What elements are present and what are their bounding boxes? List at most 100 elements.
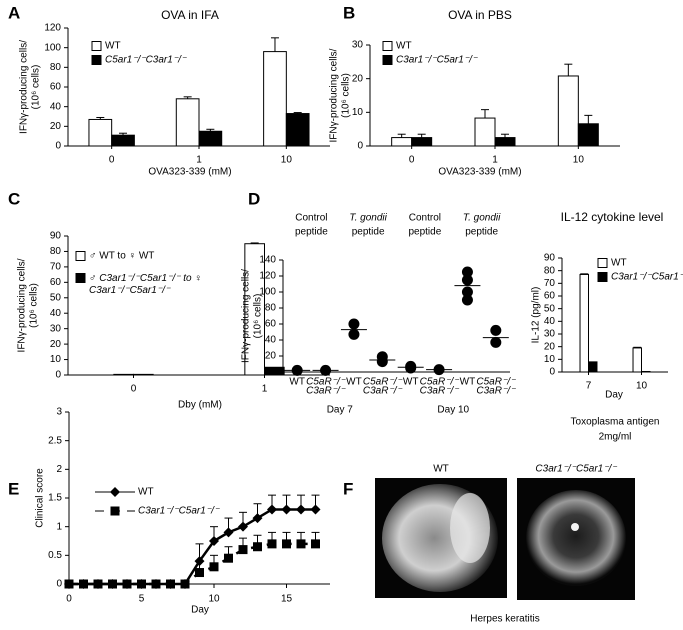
- y-tick-label: 2.5: [48, 435, 62, 446]
- y-tick-label: 20: [352, 73, 364, 84]
- legend-swatch: [382, 55, 393, 65]
- y-tick-label: 90: [544, 253, 556, 264]
- bar: [474, 117, 496, 147]
- marker: [110, 506, 120, 516]
- bar: [88, 118, 113, 147]
- legend-swatch: [597, 272, 608, 282]
- legend-label: WT: [138, 487, 154, 498]
- marker: [224, 553, 233, 563]
- y-tick-label: 0: [549, 367, 555, 378]
- marker: [223, 527, 234, 538]
- y-axis-label: (10⁶ cells): [341, 73, 352, 118]
- y-tick-label: 60: [265, 319, 277, 330]
- y-axis-label: IFNγ-producing cells/: [19, 40, 30, 134]
- panel-letter: A: [8, 3, 20, 22]
- marker: [296, 539, 306, 549]
- marker: [296, 504, 306, 515]
- x-tick-label: WT: [346, 377, 362, 388]
- x-tick-label: C3aR⁻/⁻: [420, 386, 460, 397]
- x-tick-label: WT: [460, 377, 476, 388]
- marker: [166, 579, 175, 589]
- bar: [579, 273, 590, 373]
- image-label: WT: [433, 464, 449, 475]
- group-label: peptide: [465, 227, 498, 238]
- y-tick-label: 1.5: [48, 493, 62, 504]
- marker: [238, 521, 248, 532]
- y-tick-label: 120: [44, 23, 61, 34]
- bar: [632, 347, 643, 373]
- y-tick-label: 20: [544, 341, 556, 352]
- panel-letter: B: [343, 3, 355, 22]
- x-tick-label: 7: [586, 381, 592, 392]
- x-axis-label: Day: [191, 605, 209, 616]
- bar: [285, 113, 310, 147]
- y-tick-label: 40: [265, 335, 277, 346]
- y-tick-label: 80: [50, 62, 62, 73]
- y-axis-label: IFNγ-producing cells/: [241, 269, 252, 363]
- dot: [461, 266, 473, 278]
- y-tick-label: 40: [544, 316, 556, 327]
- y-tick-label: 20: [50, 121, 62, 132]
- y-tick-label: 80: [50, 246, 62, 257]
- x-tick-label: WT: [289, 377, 305, 388]
- marker: [252, 513, 263, 524]
- chart-title: IL-12 cytokine level: [561, 210, 664, 224]
- x-tick-label: WT: [403, 377, 419, 388]
- marker: [122, 579, 132, 589]
- group-label: T. gondii: [463, 213, 501, 224]
- legend-swatch: [75, 251, 86, 261]
- group-label: T. gondii: [349, 213, 387, 224]
- y-tick-label: 0: [56, 579, 62, 590]
- day-label: Day 7: [327, 405, 354, 416]
- y-tick-label: 90: [50, 231, 62, 242]
- dot: [461, 294, 473, 306]
- legend-label: C3ar1⁻/⁻C5ar1⁻/⁻: [611, 272, 683, 283]
- legend-label: ♂ C3ar1⁻/⁻C5ar1⁻/⁻ to ♀ C3ar1⁻/⁻C5ar1⁻/⁻: [89, 273, 205, 296]
- chart-title: OVA in IFA: [161, 8, 219, 22]
- y-tick-label: 40: [50, 308, 62, 319]
- legend-label: WT: [396, 41, 412, 52]
- group-label: peptide: [295, 227, 328, 238]
- x-tick-label: 1: [196, 155, 202, 166]
- y-tick-label: 70: [544, 278, 556, 289]
- eye-image-wt: [375, 478, 507, 598]
- y-axis-label: (10⁶ cells): [29, 283, 40, 328]
- bar: [264, 366, 285, 376]
- y-tick-label: 120: [259, 271, 276, 282]
- y-tick-label: 70: [50, 262, 62, 273]
- y-axis-label: IFNγ-producing cells/: [17, 258, 28, 352]
- y-tick-label: 60: [544, 291, 556, 302]
- x-axis-label: Dby (mM): [178, 400, 222, 411]
- legend-swatch: [597, 258, 608, 268]
- bar: [577, 123, 599, 147]
- dot: [405, 362, 417, 374]
- legend-label: C3ar1⁻/⁻C5ar1⁻/⁻: [138, 506, 220, 517]
- marker: [64, 579, 74, 589]
- x-tick-label: 1: [262, 384, 268, 395]
- y-tick-label: 50: [544, 303, 556, 314]
- y-tick-label: 10: [50, 354, 62, 365]
- legend-swatch: [382, 41, 393, 51]
- y-tick-label: 0.5: [48, 550, 62, 561]
- bar: [113, 373, 134, 376]
- marker: [267, 504, 277, 515]
- annotation: Toxoplasma antigen: [571, 417, 660, 428]
- y-tick-label: 0: [357, 141, 363, 152]
- x-tick-label: C5aR⁻/⁻: [420, 377, 460, 388]
- y-tick-label: 20: [265, 351, 277, 362]
- x-tick-label: 1: [492, 155, 498, 166]
- x-tick-label: 10: [281, 155, 293, 166]
- dot: [348, 318, 360, 330]
- chart-title: OVA in PBS: [448, 8, 512, 22]
- x-tick-label: 5: [139, 594, 145, 605]
- legend-label: WT: [611, 258, 627, 269]
- bar: [198, 130, 223, 147]
- bar: [391, 137, 413, 147]
- eye-image-ko: [517, 478, 635, 600]
- legend-swatch: [91, 55, 102, 65]
- y-tick-label: 60: [50, 277, 62, 288]
- marker: [79, 579, 88, 589]
- marker: [267, 539, 277, 549]
- x-tick-label: 10: [573, 155, 585, 166]
